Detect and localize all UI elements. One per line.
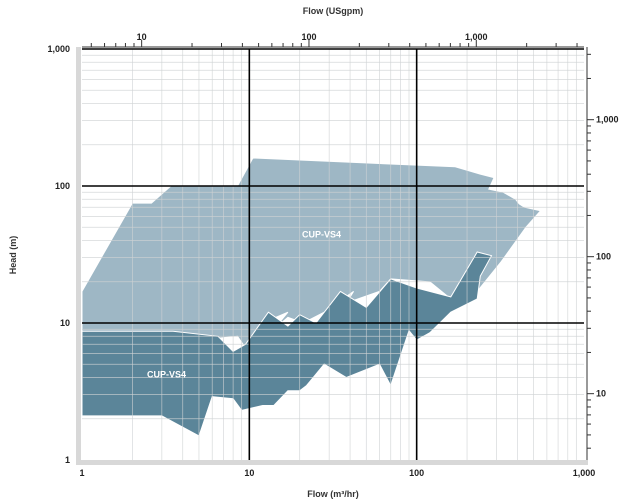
x-tick-label: 1,000 — [573, 468, 596, 478]
frame-bottom-strip — [76, 460, 588, 465]
top-axis-ticks: 10 100 1,000 — [90, 32, 578, 47]
top-tick-label: 10 — [137, 32, 147, 42]
region-label-1: CUP-VS4 — [302, 230, 341, 240]
right-axis-ticks: 10 100 1,000 — [587, 53, 619, 449]
x-tick-label: 10 — [244, 468, 254, 478]
performance-regions — [81, 157, 542, 437]
top-axis-title: Flow (USgpm) — [303, 6, 364, 16]
left-axis-tick-labels: 1 10 100 1,000 — [47, 44, 70, 465]
region-label-2: CUP-VS4 — [147, 370, 186, 380]
top-tick-label: 100 — [301, 32, 316, 42]
minor-gridlines — [82, 49, 584, 460]
x-tick-label: 100 — [409, 468, 424, 478]
right-tick-label: 100 — [596, 252, 611, 262]
y-tick-label: 1 — [65, 455, 70, 465]
frame-left-strip — [76, 47, 81, 463]
major-gridlines — [82, 48, 584, 460]
y-axis-title: Head (m) — [8, 236, 18, 275]
top-tick-label: 1,000 — [465, 32, 488, 42]
y-tick-label: 100 — [55, 181, 70, 191]
region-labels: CUP-VS4 CUP-VS4 — [147, 230, 341, 380]
right-tick-label: 10 — [596, 389, 606, 399]
bottom-axis-tick-labels: 1 10 100 1,000 — [79, 468, 595, 478]
x-axis-title: Flow (m³/hr) — [307, 489, 359, 499]
x-tick-label: 1 — [79, 468, 84, 478]
right-tick-label: 1,000 — [596, 115, 619, 125]
y-tick-label: 1,000 — [47, 44, 70, 54]
y-tick-label: 10 — [60, 318, 70, 328]
